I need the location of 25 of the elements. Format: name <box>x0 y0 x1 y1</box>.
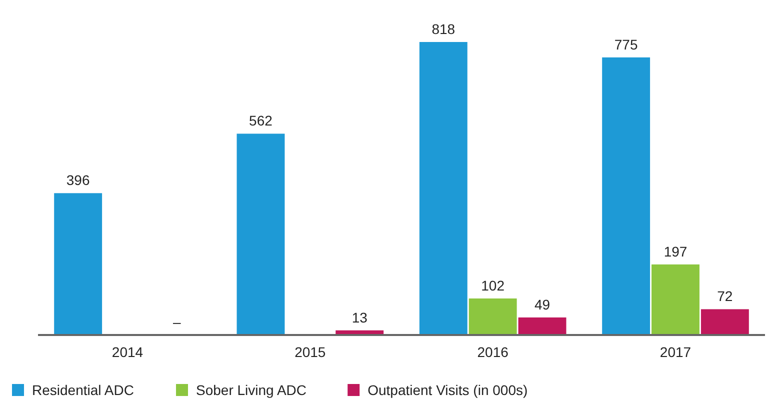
x-tick-label: 2017 <box>660 344 692 360</box>
bar <box>419 42 468 335</box>
x-tick-label: 2016 <box>477 344 509 360</box>
bar <box>518 317 566 335</box>
data-label: 49 <box>534 296 550 312</box>
legend-label: Residential ADC <box>32 382 134 398</box>
data-label: 102 <box>481 277 505 294</box>
bar <box>652 264 700 335</box>
bar <box>54 193 102 335</box>
bar <box>468 298 517 335</box>
x-tick-label: 2015 <box>294 344 326 360</box>
data-label: 396 <box>66 172 90 188</box>
legend-label: Sober Living ADC <box>196 382 307 398</box>
data-label: 197 <box>664 243 688 260</box>
legend-label: Outpatient Visits (in 000s) <box>368 382 528 398</box>
x-tick-label: 2014 <box>112 344 144 360</box>
bar <box>236 134 285 335</box>
data-label: 818 <box>432 21 456 37</box>
data-label: 13 <box>352 309 368 326</box>
data-label: 562 <box>249 112 273 129</box>
bar <box>602 57 650 335</box>
data-label: 72 <box>717 288 733 304</box>
text: – <box>173 314 181 330</box>
data-label: 775 <box>614 36 638 52</box>
bar <box>700 309 749 335</box>
